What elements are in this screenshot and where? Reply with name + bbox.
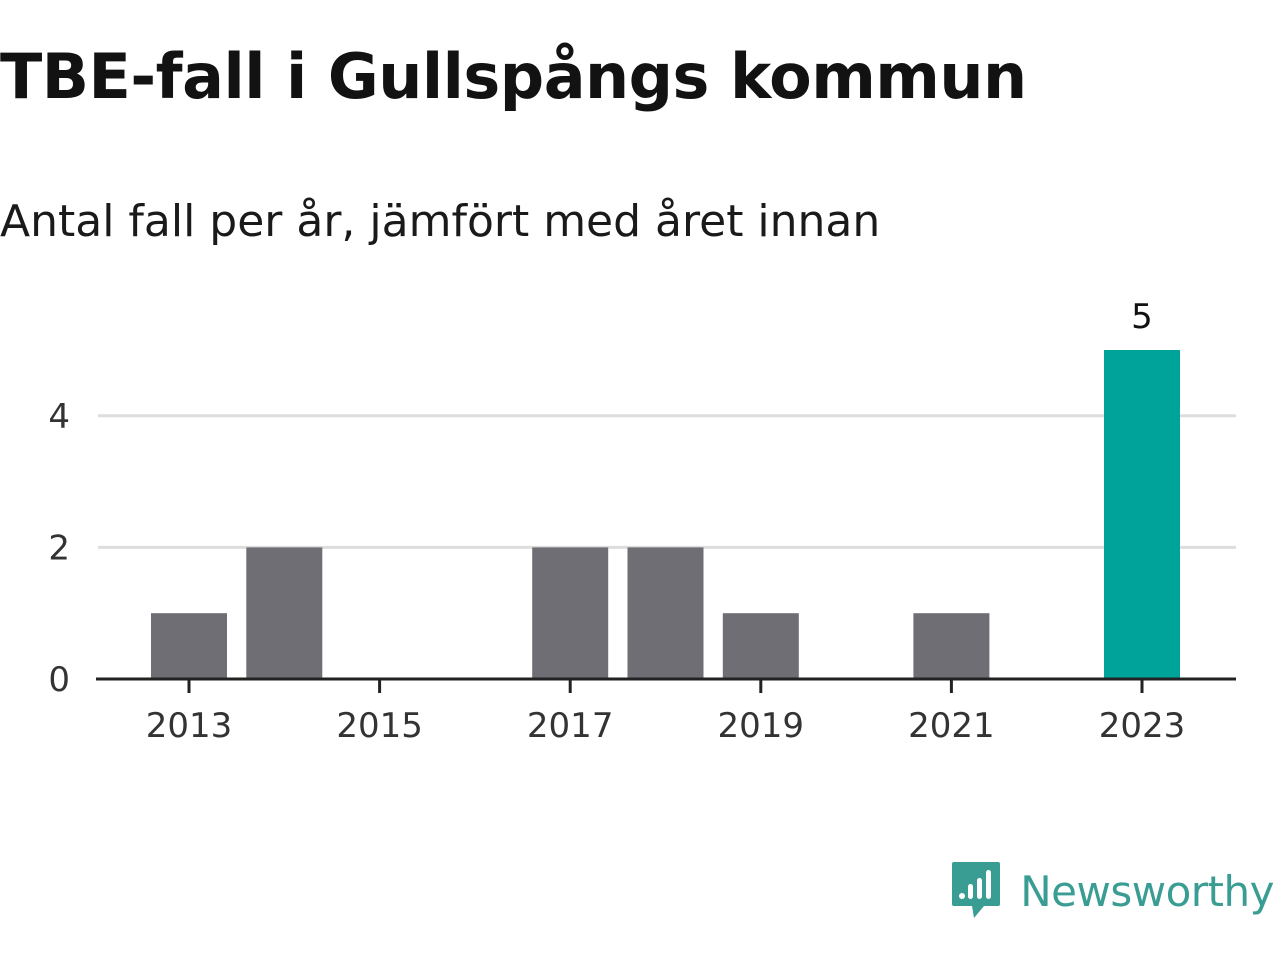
bar-2023 xyxy=(1104,350,1180,679)
brand-logo: Newsworthy xyxy=(950,860,1274,922)
y-tick-label-0: 0 xyxy=(48,660,70,700)
y-tick-label-4: 4 xyxy=(48,397,70,437)
x-tick-label-2021: 2021 xyxy=(908,706,995,746)
x-tick-label-2013: 2013 xyxy=(146,706,233,746)
grid-lines xyxy=(98,414,1236,549)
x-tick-label-2019: 2019 xyxy=(718,706,805,746)
x-axis-ticks: 2013 2015 2017 2019 2021 2023 xyxy=(146,679,1186,746)
bar-chart-speech-bubble-icon xyxy=(952,862,1001,918)
chart-subtitle: Antal fall per år, jämfört med året inna… xyxy=(0,196,881,247)
x-tick-label-2017: 2017 xyxy=(527,706,614,746)
x-tick-label-2023: 2023 xyxy=(1099,706,1186,746)
y-tick-label-2: 2 xyxy=(48,528,70,568)
brand-name: Newsworthy xyxy=(1020,866,1274,916)
y-axis-ticks: 0 2 4 xyxy=(48,397,70,700)
x-tick-label-2015: 2015 xyxy=(336,706,423,746)
bar-2014 xyxy=(246,547,323,679)
chart-title: TBE-fall i Gullspångs kommun xyxy=(0,40,1027,113)
bars xyxy=(151,350,1180,679)
bar-2013 xyxy=(151,613,227,679)
data-labels: 5 xyxy=(1131,297,1153,337)
bar-2018 xyxy=(627,547,704,679)
bar-2021 xyxy=(913,613,990,679)
bar-2019 xyxy=(722,613,799,679)
bar-2017 xyxy=(532,547,609,679)
data-label-2023: 5 xyxy=(1131,297,1153,337)
